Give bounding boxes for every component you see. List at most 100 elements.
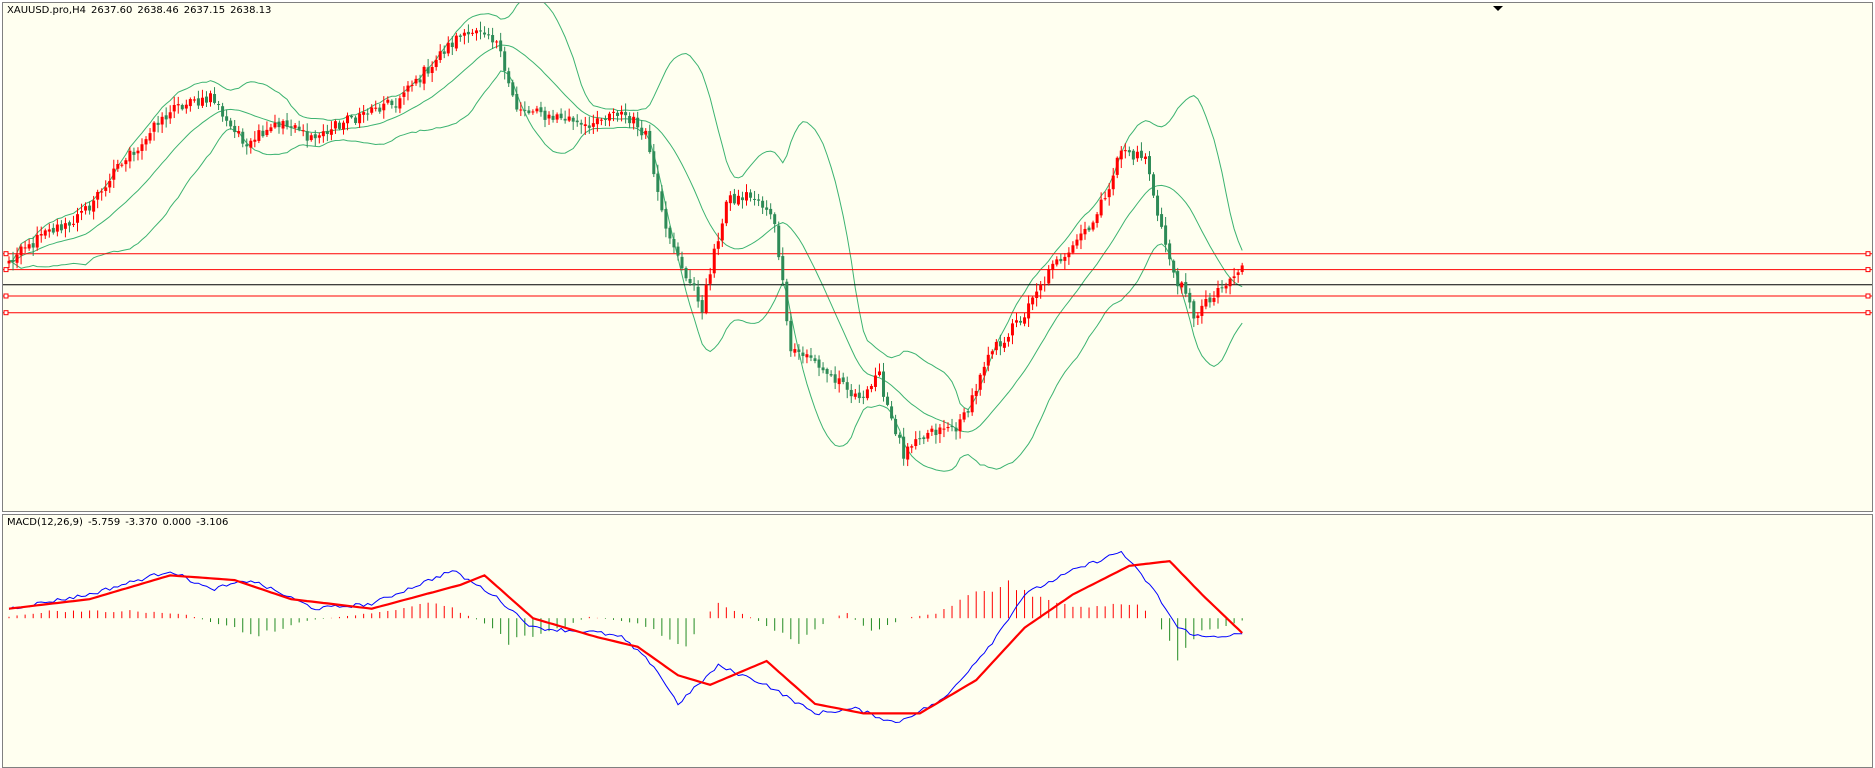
candle (104, 180, 108, 197)
candle (1035, 283, 1039, 307)
candle-body (241, 131, 245, 144)
candle (890, 401, 894, 421)
candle-body (325, 131, 329, 134)
candle-body (144, 139, 148, 145)
candle-body (632, 116, 636, 124)
candle (168, 105, 172, 124)
candle-body (998, 341, 1002, 347)
candle (100, 188, 104, 201)
candle-body (1031, 297, 1035, 305)
candle (696, 280, 700, 308)
candle (607, 111, 611, 127)
candle (184, 99, 188, 114)
candle-body (217, 104, 221, 106)
candle-body (285, 120, 289, 127)
candle-body (785, 281, 789, 322)
candle-body (479, 30, 483, 32)
candle (51, 223, 55, 235)
candle-body (620, 111, 624, 115)
bollinger-upper-band (8, 3, 1243, 411)
candle (1131, 149, 1135, 166)
candle-body (571, 117, 575, 122)
candle (366, 108, 370, 121)
candle (144, 136, 148, 151)
candle-body (483, 32, 487, 35)
macd-pane[interactable]: MACD(12,26,9) -5.759 -3.370 0.000 -3.106 (2, 514, 1873, 768)
candle (221, 102, 225, 122)
candle (23, 241, 27, 253)
candle-body (813, 358, 817, 362)
candle-body (829, 374, 833, 376)
candle-body (84, 206, 88, 211)
candle-body (740, 197, 744, 201)
candle (31, 236, 35, 256)
candle (640, 120, 644, 140)
low-value: 2637.15 (183, 5, 226, 16)
candle-body (934, 429, 938, 436)
price-pane[interactable]: XAUUSD.pro,H4 2637.60 2638.46 2637.15 2638.1… (2, 2, 1873, 512)
candle-body (837, 378, 841, 385)
candle-body (96, 191, 100, 200)
candle-body (1075, 239, 1079, 246)
candle-body (88, 205, 92, 211)
candle-body (221, 106, 225, 117)
candle (595, 110, 599, 132)
candle (1095, 211, 1099, 228)
candle-body (63, 223, 67, 229)
candle-body (1071, 245, 1075, 253)
bollinger-lower-band (8, 70, 1243, 472)
candle (882, 362, 886, 402)
candle (1196, 312, 1200, 325)
candle (962, 408, 966, 423)
candle (1111, 167, 1115, 196)
candle-body (882, 371, 886, 397)
candle (398, 95, 402, 114)
candle (773, 212, 777, 233)
candle-body (922, 437, 926, 440)
candle (886, 392, 890, 407)
candle-body (648, 130, 652, 153)
candle-body (59, 224, 63, 231)
candle (1188, 288, 1192, 309)
candle (644, 128, 648, 139)
candle (1119, 146, 1123, 169)
candle-body (724, 201, 728, 224)
candle (732, 188, 736, 205)
candle (555, 112, 559, 124)
candle (684, 266, 688, 282)
candle-body (172, 104, 176, 112)
candle (172, 96, 176, 119)
candle (204, 91, 208, 108)
candle (1091, 220, 1095, 232)
candle (724, 199, 728, 227)
candle-body (720, 223, 724, 241)
candle-body (462, 32, 466, 36)
candle-body (1063, 256, 1067, 261)
candle-body (938, 427, 942, 435)
chart-shift-marker (1493, 6, 1503, 11)
candle-body (390, 100, 394, 105)
candle (188, 97, 192, 112)
candle-body (640, 127, 644, 136)
candle (289, 119, 293, 136)
candle-body (696, 286, 700, 302)
candle-body (825, 368, 829, 374)
candle (96, 189, 100, 209)
candle (873, 367, 877, 392)
candle-body (7, 260, 11, 264)
candle (35, 226, 39, 251)
candle (616, 110, 620, 122)
candle-body (817, 359, 821, 368)
candle (708, 267, 712, 291)
candle (821, 362, 825, 374)
candle (499, 32, 503, 58)
candle-body (636, 117, 640, 128)
candle (672, 232, 676, 254)
candle (652, 143, 656, 178)
candle (1156, 189, 1160, 222)
candle-body (886, 396, 890, 405)
candle-body (793, 349, 797, 353)
candle (781, 247, 785, 286)
candle-body (1023, 317, 1027, 324)
